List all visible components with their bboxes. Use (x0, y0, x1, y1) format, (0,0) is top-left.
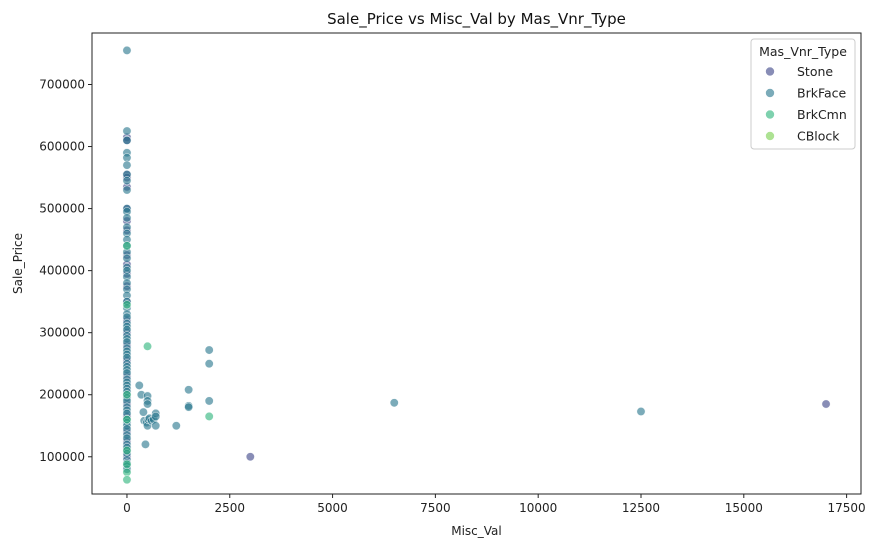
y-tick-label: 600000 (39, 140, 85, 154)
point-brkcmn (122, 459, 132, 469)
point-brkcmn (122, 390, 132, 400)
legend-label-cblock: CBlock (797, 129, 840, 144)
y-tick-label: 300000 (39, 326, 85, 340)
y-tick-label: 400000 (39, 264, 85, 278)
point-brkface (122, 135, 132, 145)
point-brkcmn (122, 300, 132, 310)
point-brkface (122, 213, 132, 223)
legend-label-stone: Stone (797, 64, 833, 79)
point-brkface (389, 398, 399, 408)
y-axis-label: Sale_Price (11, 233, 25, 294)
point-brkface (204, 345, 214, 355)
y-tick-label: 500000 (39, 202, 85, 216)
chart-title: Sale_Price vs Misc_Val by Mas_Vnr_Type (327, 10, 626, 29)
point-brkface (122, 153, 132, 163)
point-brkcmn (122, 415, 132, 425)
legend-label-brkface: BrkFace (797, 86, 847, 101)
point-brkface (204, 396, 214, 406)
point-brkface (171, 421, 181, 431)
point-brkcmn (122, 467, 132, 477)
legend-marker-cblock (765, 131, 775, 141)
y-tick-label: 200000 (39, 388, 85, 402)
point-brkface (138, 407, 148, 417)
legend-label-brkcmn: BrkCmn (797, 107, 847, 122)
point-brkface (140, 439, 150, 449)
point-brkcmn (122, 446, 132, 456)
point-brkcmn (204, 411, 214, 421)
legend-marker-stone (765, 66, 775, 77)
x-tick-label: 2500 (214, 501, 245, 515)
y-axis-ticks: 100000 200000 300000 400000 500000 600000 7000… (39, 77, 92, 464)
point-brkface (122, 185, 132, 195)
legend-marker-brkcmn (765, 109, 775, 120)
point-brkface (636, 406, 646, 416)
y-tick-label: 100000 (39, 450, 85, 464)
point-brkface (122, 126, 132, 136)
legend-box (750, 38, 856, 150)
plot-frame (91, 32, 862, 495)
point-stone (245, 452, 255, 462)
point-brkcmn (122, 475, 132, 485)
point-stone (821, 399, 831, 409)
point-brkface (184, 385, 194, 395)
legend: Mas_Vnr_Type Stone BrkFace BrkCmn CBlock (750, 38, 856, 150)
point-brkcmn (143, 341, 153, 351)
x-tick-label: 0 (123, 501, 131, 515)
legend-marker-brkface (765, 88, 775, 98)
point-brkface (151, 421, 161, 431)
point-brkface (122, 45, 132, 55)
x-axis-ticks: 0 2500 5000 7500 10000 12500 15000 17500 (123, 494, 866, 515)
x-axis-label: Misc_Val (451, 524, 502, 538)
point-brkface (122, 176, 132, 186)
x-tick-label: 5000 (317, 501, 348, 515)
point-brkface (134, 380, 144, 390)
x-tick-label: 10000 (519, 501, 557, 515)
point-brkface (151, 411, 161, 421)
point-brkface (184, 402, 194, 412)
y-tick-label: 700000 (39, 77, 85, 91)
legend-entries: Stone BrkFace BrkCmn CBlock (765, 64, 847, 144)
x-tick-label: 12500 (622, 501, 660, 515)
data-points (122, 45, 831, 485)
point-brkcmn (122, 241, 132, 251)
point-brkface (143, 399, 153, 409)
point-brkface (122, 160, 132, 170)
x-tick-label: 17500 (828, 501, 866, 515)
legend-title: Mas_Vnr_Type (759, 44, 847, 59)
x-tick-label: 15000 (725, 501, 763, 515)
point-brkface (204, 359, 214, 369)
x-tick-label: 7500 (420, 501, 451, 515)
point-brkface (122, 253, 132, 263)
